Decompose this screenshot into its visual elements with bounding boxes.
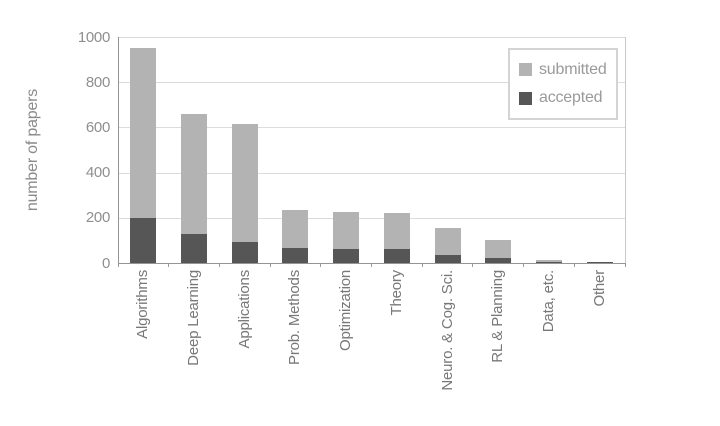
submitted-swatch-icon bbox=[519, 63, 532, 77]
legend: submitted accepted bbox=[508, 48, 618, 120]
bar-accepted bbox=[535, 262, 562, 263]
gridline bbox=[118, 127, 625, 129]
gridline bbox=[118, 172, 625, 174]
bar-accepted bbox=[130, 217, 157, 263]
y-tick-label: 0 bbox=[101, 254, 110, 272]
gridline bbox=[118, 82, 625, 84]
bar-accepted bbox=[231, 241, 258, 263]
x-axis-tick bbox=[624, 263, 626, 267]
legend-item-submitted: submitted bbox=[519, 61, 616, 79]
x-axis-line bbox=[118, 263, 626, 264]
bar-submitted bbox=[485, 240, 512, 263]
x-axis-tick bbox=[421, 263, 423, 267]
y-axis-line bbox=[118, 37, 119, 264]
x-tick-label: Theory bbox=[387, 270, 405, 316]
x-axis-tick bbox=[371, 263, 372, 267]
x-tick-label: RL & Planning bbox=[489, 270, 507, 363]
bar-accepted bbox=[181, 233, 208, 263]
x-axis-tick bbox=[218, 263, 220, 267]
y-tick-label: 1000 bbox=[77, 28, 110, 46]
legend-label-accepted: accepted bbox=[539, 89, 603, 107]
legend-label-submitted: submitted bbox=[539, 60, 607, 78]
x-axis-tick bbox=[168, 263, 170, 267]
bar-accepted bbox=[485, 258, 512, 263]
x-axis-tick bbox=[573, 263, 575, 267]
x-tick-label: Algorithms bbox=[134, 270, 152, 339]
x-tick-label: Deep Learning bbox=[185, 270, 203, 366]
plot-area bbox=[118, 37, 625, 263]
y-tick-label: 200 bbox=[85, 209, 110, 227]
accepted-swatch-icon bbox=[519, 91, 532, 105]
x-tick-label: Prob. Methods bbox=[286, 270, 304, 365]
gridline bbox=[118, 37, 625, 38]
y-tick-label: 800 bbox=[85, 73, 110, 91]
x-tick-label: Applications bbox=[235, 270, 253, 349]
x-axis-tick bbox=[523, 263, 525, 267]
legend-item-accepted: accepted bbox=[519, 89, 616, 107]
x-tick-label: Optimization bbox=[337, 270, 355, 351]
bar-submitted bbox=[535, 260, 562, 263]
bar-submitted bbox=[231, 124, 258, 263]
x-tick-label: Neuro. & Cog. Sci. bbox=[438, 270, 456, 391]
y-tick-label: 400 bbox=[85, 164, 110, 182]
bar-accepted bbox=[434, 255, 461, 263]
bar-accepted bbox=[282, 248, 309, 263]
x-tick-label: Data, etc. bbox=[539, 270, 557, 333]
bar-accepted bbox=[586, 262, 613, 263]
bar-accepted bbox=[383, 249, 410, 263]
plot-right-border bbox=[625, 37, 626, 263]
y-tick-label: 600 bbox=[85, 118, 110, 136]
x-axis-tick bbox=[320, 263, 322, 267]
x-tick-label: Other bbox=[590, 270, 608, 307]
gridline bbox=[118, 217, 625, 219]
x-axis-tick bbox=[117, 263, 119, 267]
bar-accepted bbox=[333, 249, 360, 263]
x-axis-tick bbox=[472, 263, 474, 267]
x-axis-tick bbox=[269, 263, 271, 267]
